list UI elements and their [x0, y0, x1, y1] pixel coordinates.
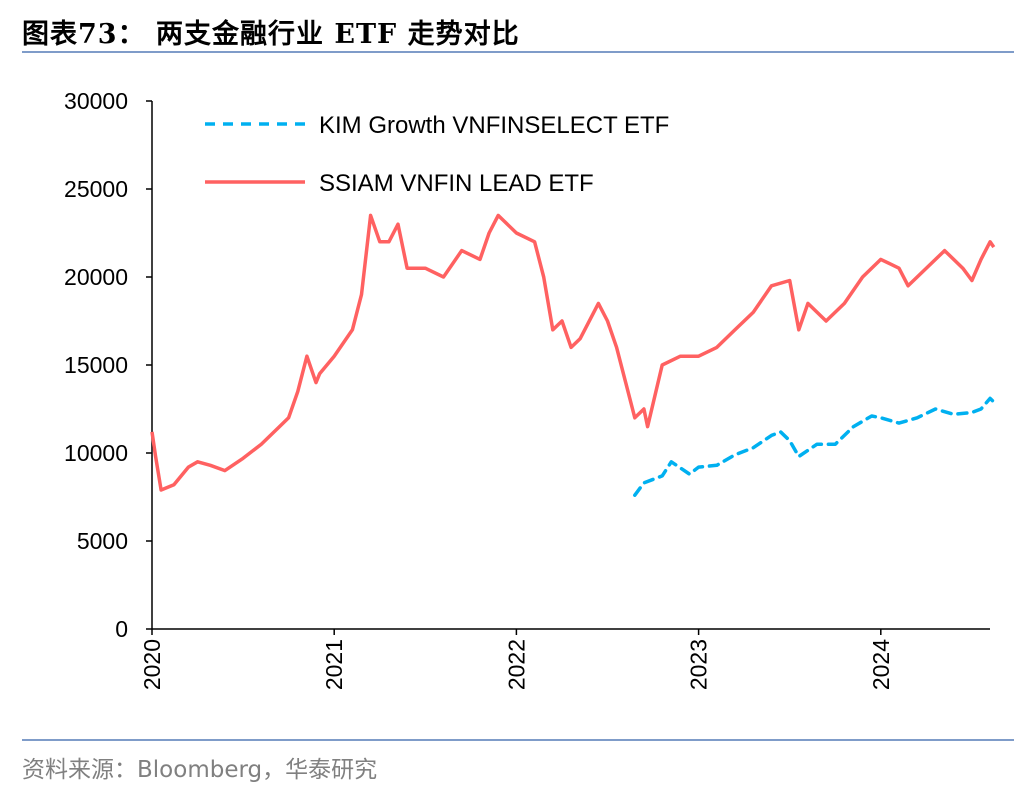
y-tick-label: 5000	[77, 528, 128, 554]
series-line-1	[150, 213, 996, 492]
x-tick-label: 2024	[868, 639, 894, 690]
series-group	[150, 213, 996, 497]
x-tick-label: 2020	[139, 639, 165, 690]
legend-label-0: KIM Growth VNFINSELECT ETF	[319, 112, 669, 139]
y-tick-label: 15000	[64, 352, 128, 378]
x-tick-label: 2022	[503, 639, 529, 690]
axes: 0 5000 10000 15000 20000 25000 30000 2020 2021 20…	[64, 88, 990, 690]
y-tick-label: 0	[115, 616, 128, 642]
y-tick-label: 20000	[64, 264, 128, 290]
y-tick-label: 10000	[64, 440, 128, 466]
legend: KIM Growth VNFINSELECT ETF SSIAM VNFIN LE…	[205, 112, 669, 197]
y-tick-label: 30000	[64, 88, 128, 114]
series-line-0	[633, 396, 996, 497]
y-tick-label: 25000	[64, 176, 128, 202]
source-note: 资料来源：Bloomberg，华泰研究	[22, 757, 378, 783]
legend-label-1: SSIAM VNFIN LEAD ETF	[319, 170, 594, 197]
figure-title: 图表73： 两支金融行业 ETF 走势对比	[22, 19, 520, 50]
x-tick-label: 2021	[321, 639, 347, 690]
x-tick-label: 2023	[686, 639, 712, 690]
title-divider	[22, 51, 1014, 53]
source-divider	[22, 739, 1014, 741]
